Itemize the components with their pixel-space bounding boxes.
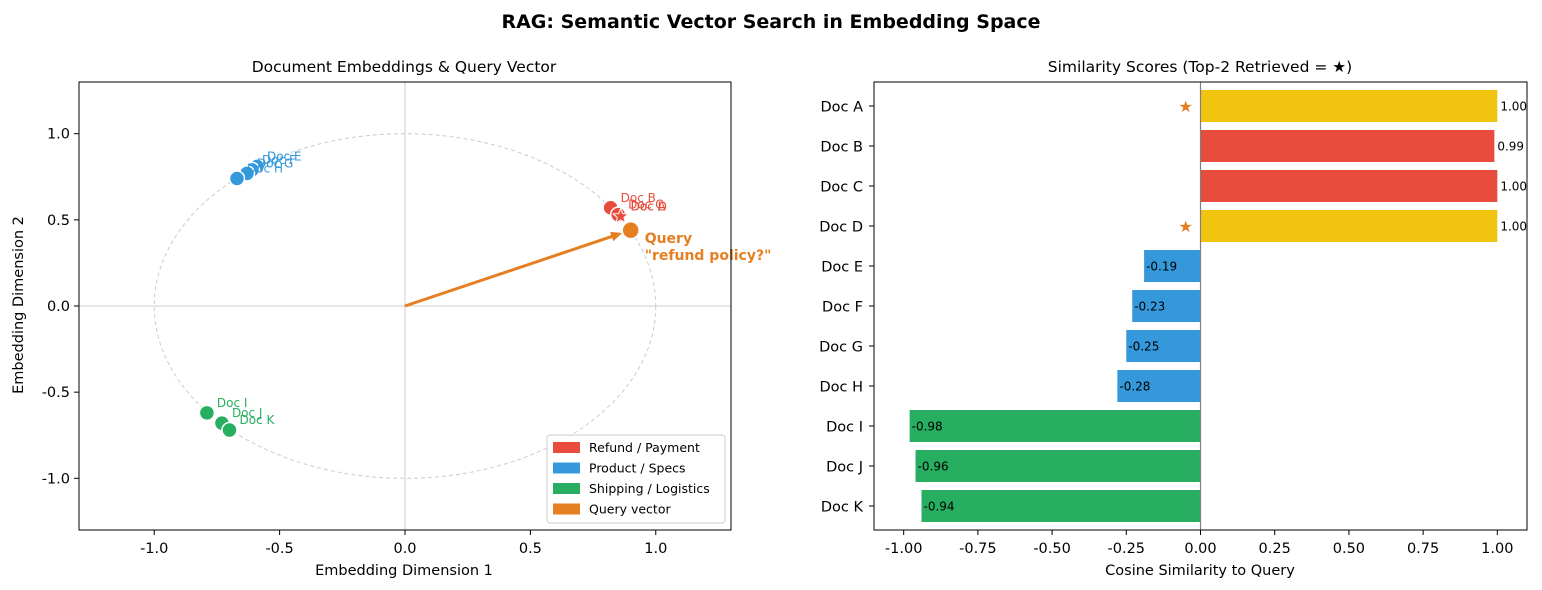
- bar-xlabel: Cosine Similarity to Query: [1105, 563, 1295, 579]
- legend-label: Shipping / Logistics: [589, 481, 710, 496]
- doc-point-label: Doc F: [262, 153, 296, 167]
- bar-value-label: -0.94: [923, 500, 954, 514]
- y-tick-label: -0.5: [42, 385, 70, 401]
- bar-value-label: -0.25: [1128, 340, 1159, 354]
- x-tick-label: -1.0: [140, 541, 168, 557]
- y-tick-label: 0.0: [47, 299, 70, 315]
- legend-label: Product / Specs: [589, 461, 686, 476]
- bar-value-label: -0.28: [1119, 380, 1150, 394]
- doc-point-doc-k: [221, 421, 238, 439]
- figure-title: RAG: Semantic Vector Search in Embedding…: [501, 11, 1040, 33]
- doc-point-label: Doc K: [239, 413, 275, 427]
- category-label: Doc E: [821, 260, 863, 276]
- y-tick-label: -1.0: [42, 471, 70, 487]
- x-tick-label: 0.5: [519, 541, 542, 557]
- category-label: Doc I: [826, 420, 863, 436]
- category-label: Doc K: [821, 500, 864, 516]
- legend-label: Query vector: [589, 502, 671, 517]
- bar-value-label: 1.00: [1500, 180, 1527, 194]
- category-label: Doc A: [820, 100, 863, 116]
- x-tick-label: -0.75: [959, 541, 997, 557]
- scatter-ylabel: Embedding Dimension 2: [11, 216, 27, 394]
- doc-point-label: Doc J: [232, 406, 263, 420]
- y-tick-label: 1.0: [47, 127, 70, 143]
- x-tick-label: 0.50: [1333, 541, 1365, 557]
- bar-title: Similarity Scores (Top-2 Retrieved = ★): [1048, 58, 1352, 76]
- embedding-scatter-chart: Document Embeddings & Query Vector Embed…: [11, 58, 771, 579]
- category-label: Doc G: [819, 340, 863, 356]
- bar-doc-h: [1117, 370, 1201, 402]
- query-arrow-shaft: [404, 234, 616, 308]
- scatter-legend: [546, 434, 726, 524]
- bar-doc-c: [1200, 170, 1498, 202]
- similarity-bar-chart: Similarity Scores (Top-2 Retrieved = ★) …: [819, 58, 1528, 579]
- x-tick-label: 0.0: [393, 541, 416, 557]
- bar-doc-i: [909, 410, 1201, 442]
- scatter-title: Document Embeddings & Query Vector: [252, 58, 557, 76]
- bar-doc-b: [1200, 130, 1495, 162]
- legend-swatch: [553, 483, 580, 494]
- bar-doc-k: [921, 490, 1201, 522]
- x-tick-label: 1.0: [644, 541, 667, 557]
- bar-value-label: 0.99: [1497, 140, 1524, 154]
- category-label: Doc D: [819, 220, 863, 236]
- query-arrow-head: [610, 231, 623, 242]
- x-tick-label: 1.00: [1481, 541, 1513, 557]
- doc-point-label: Doc H: [247, 161, 283, 175]
- y-tick-label: 0.5: [47, 213, 70, 229]
- legend-swatch: [553, 462, 580, 474]
- scatter-xlabel: Embedding Dimension 1: [315, 563, 493, 579]
- doc-point-label: Doc D: [631, 199, 667, 213]
- doc-point-doc-h: [228, 170, 246, 187]
- bar-doc-d: [1200, 210, 1498, 242]
- x-tick-label: 0.00: [1184, 541, 1216, 557]
- legend-swatch: [553, 442, 580, 453]
- category-label: Doc H: [819, 380, 863, 396]
- query-label-line1: Query: [645, 231, 692, 247]
- unit-circle: [153, 133, 657, 479]
- query-point: [621, 220, 640, 240]
- category-label: Doc B: [820, 140, 863, 156]
- doc-point-label: Doc G: [257, 156, 293, 170]
- x-tick-label: -0.5: [265, 541, 293, 557]
- doc-point-doc-d: [611, 207, 630, 225]
- legend-label: Refund / Payment: [589, 440, 700, 455]
- category-label: Doc J: [826, 460, 863, 476]
- bar-doc-e: [1144, 250, 1201, 282]
- doc-point-label: Doc B: [621, 191, 656, 205]
- legend-swatch: [553, 503, 580, 515]
- x-tick-label: -0.50: [1033, 541, 1071, 557]
- doc-point-label: Doc I: [217, 396, 248, 410]
- bar-value-label: -0.96: [918, 460, 949, 474]
- bar-value-label: -0.98: [912, 420, 943, 434]
- bar-value-label: 1.00: [1500, 100, 1527, 114]
- x-tick-label: -1.00: [885, 541, 923, 557]
- doc-point-label: Doc A: [631, 199, 667, 213]
- x-tick-label: 0.25: [1259, 541, 1291, 557]
- bar-doc-j: [915, 450, 1201, 482]
- bar-doc-f: [1132, 290, 1201, 322]
- query-label-line2: "refund policy?": [645, 248, 772, 264]
- category-label: Doc F: [822, 300, 863, 316]
- retrieved-star-icon: ★: [1178, 217, 1192, 236]
- doc-point-doc-i: [198, 404, 216, 422]
- bar-value-label: -0.23: [1134, 300, 1165, 314]
- bar-value-label: -0.19: [1146, 260, 1177, 274]
- x-tick-label: 0.75: [1407, 541, 1439, 557]
- doc-point-label: Doc E: [267, 149, 302, 163]
- bar-doc-a: [1200, 90, 1498, 122]
- category-label: Doc C: [820, 180, 863, 196]
- x-tick-label: -0.25: [1108, 541, 1146, 557]
- doc-point-label: Doc C: [628, 198, 663, 212]
- bar-doc-g: [1126, 330, 1201, 362]
- retrieved-star-icon: ★: [1178, 97, 1192, 116]
- bar-value-label: 1.00: [1500, 220, 1527, 234]
